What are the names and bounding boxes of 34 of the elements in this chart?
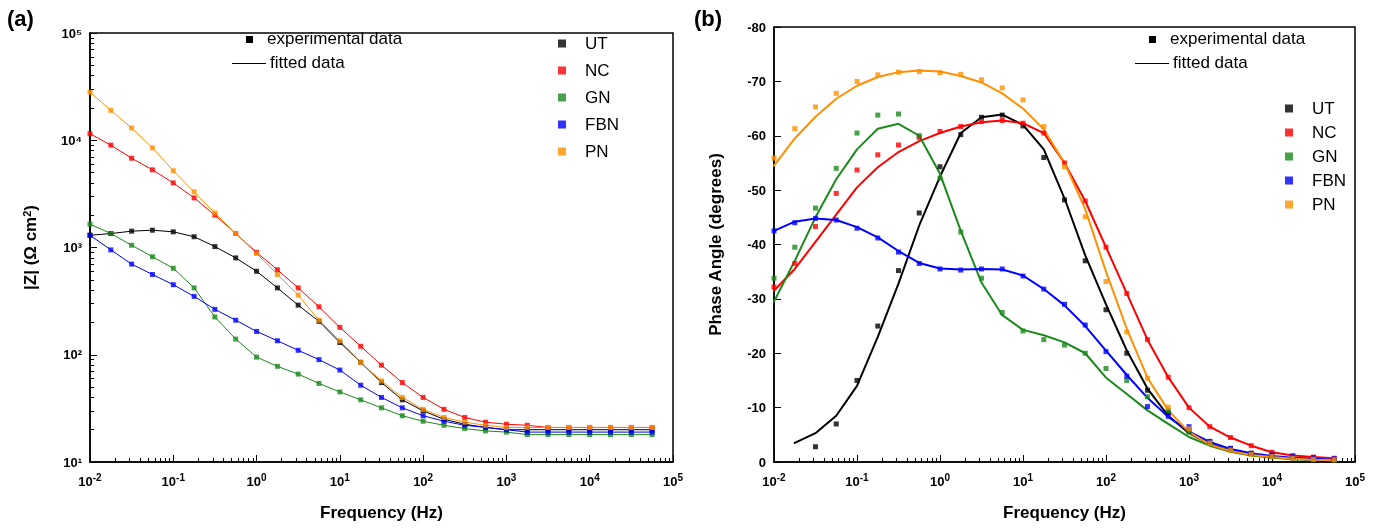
y-tick-label: -40 — [747, 237, 766, 252]
y-tick-label: -20 — [747, 345, 766, 361]
legend-label: FBN — [585, 115, 619, 134]
legend-label: UT — [585, 34, 608, 53]
y-tick-label: 0 — [758, 454, 766, 470]
y-tick-label: -50 — [747, 182, 766, 198]
y-tick-label: 10³ — [63, 240, 83, 255]
y-tick-label: -80 — [747, 19, 766, 35]
annotation: fitted data — [1173, 52, 1248, 74]
y-tick-label: -70 — [747, 73, 766, 89]
legend-label: PN — [1312, 195, 1336, 214]
y-tick-label: -10 — [747, 400, 766, 416]
annotation: experimental data — [267, 28, 403, 50]
x-axis-title: Frequency (Hz) — [1003, 503, 1126, 522]
annotation: experimental data — [1170, 28, 1306, 50]
legend-label: UT — [1312, 99, 1335, 118]
legend-label: NC — [1312, 123, 1337, 142]
y-tick-label: -30 — [747, 291, 766, 307]
legend-label: PN — [585, 142, 609, 161]
legend-label: NC — [585, 61, 610, 80]
legend-label: GN — [1312, 147, 1338, 166]
y-tick-label: 10⁵ — [61, 25, 82, 41]
y-tick-label: 10⁴ — [61, 132, 82, 148]
y-axis-title: |Z| (Ω cm2) — [20, 205, 40, 290]
y-tick-label: 10² — [63, 347, 83, 363]
legend-label: GN — [585, 88, 611, 107]
legend-label: FBN — [1312, 171, 1346, 190]
y-axis-title: Phase Angle (degrees) — [706, 153, 725, 336]
annotation: fitted data — [270, 52, 345, 74]
y-tick-label: -60 — [747, 128, 766, 144]
chart-title: (a) — [7, 5, 34, 31]
chart-title: (b) — [694, 5, 723, 31]
y-tick-label: 10¹ — [63, 454, 82, 470]
x-axis-title: Frequency (Hz) — [320, 503, 443, 522]
